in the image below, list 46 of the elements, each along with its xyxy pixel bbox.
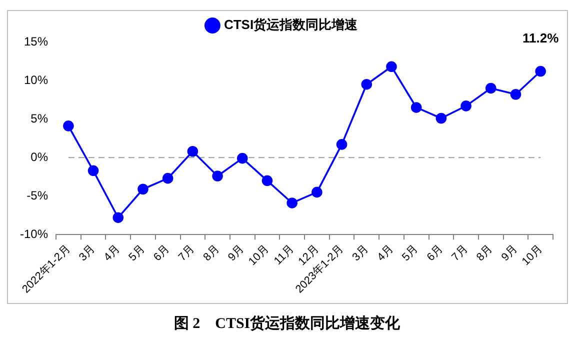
point — [262, 175, 273, 186]
y-tick-label: 5% — [30, 111, 48, 126]
point — [410, 102, 422, 113]
point — [162, 172, 174, 184]
point — [112, 212, 124, 224]
point — [460, 100, 472, 112]
x-tick-label: 5月 — [400, 243, 421, 264]
point — [336, 139, 348, 150]
x-tick-label: 10月 — [520, 243, 545, 268]
y-tick-label: -10% — [20, 226, 48, 241]
x-tick-label: 4月 — [375, 243, 396, 264]
x-tick-label: 4月 — [102, 243, 122, 264]
y-tick-label: 15% — [24, 34, 48, 48]
x-tick-label: 10月 — [246, 243, 272, 268]
y-tick-label: -5% — [26, 188, 48, 202]
x-tick-label: 3月 — [350, 243, 371, 264]
y-tick-label: 0% — [30, 150, 48, 164]
point — [187, 146, 198, 157]
point — [485, 82, 496, 94]
x-tick-label: 3月 — [76, 243, 98, 264]
text: 图 2 CTSI货运指数同比增速变化 — [172, 314, 402, 333]
x-tick-label: 5月 — [126, 243, 148, 264]
legend-label: CTSI货运指数同比增速 — [224, 17, 359, 32]
point — [386, 61, 397, 72]
point — [510, 88, 522, 100]
x-tick-label: 6月 — [152, 243, 172, 264]
y-tick-label: 10% — [24, 72, 48, 87]
point — [236, 152, 248, 164]
point — [312, 186, 322, 198]
point — [436, 112, 447, 124]
point — [286, 198, 298, 208]
x-tick-label: 9月 — [226, 243, 247, 264]
x-tick-label: 6月 — [424, 243, 446, 264]
data-label: 11.2% — [522, 30, 560, 46]
point — [63, 120, 74, 132]
x-tick-label: 7月 — [176, 243, 197, 264]
point — [361, 78, 372, 90]
x-tick-label: 7月 — [450, 243, 470, 264]
x-tick-label: 8月 — [201, 243, 222, 264]
x-tick-label: 8月 — [474, 243, 496, 264]
point — [535, 66, 546, 77]
point — [138, 184, 148, 195]
x-tick-label: 11月 — [272, 243, 296, 268]
point — [212, 170, 223, 182]
x-tick-label: 9月 — [499, 243, 520, 264]
point — [88, 165, 99, 176]
